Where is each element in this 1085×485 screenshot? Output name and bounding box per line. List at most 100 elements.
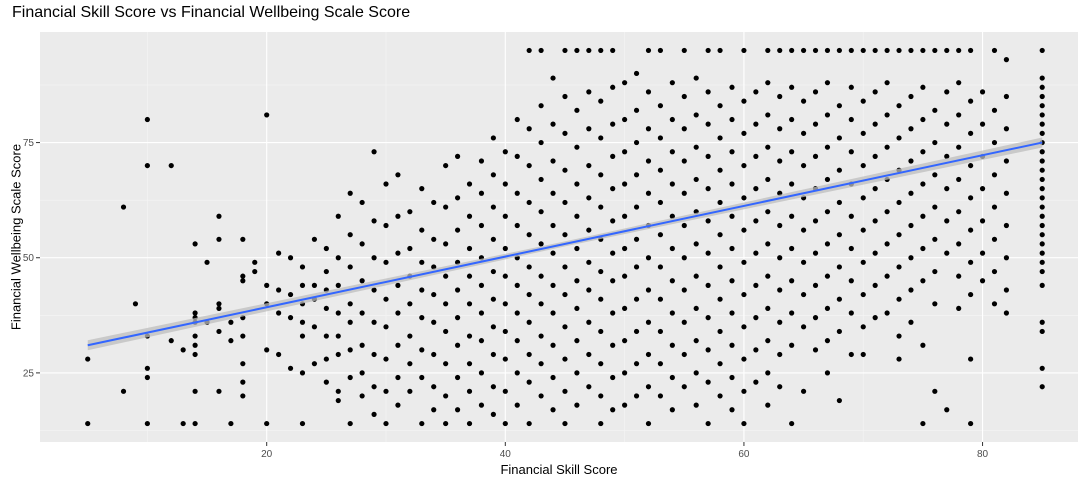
- y-tick-label: 75: [23, 138, 35, 149]
- data-point: [586, 259, 592, 265]
- data-point: [908, 93, 914, 100]
- data-point: [908, 255, 914, 261]
- data-point: [299, 264, 306, 270]
- data-point: [240, 393, 246, 399]
- data-point: [574, 305, 580, 312]
- data-point: [824, 273, 831, 279]
- data-point: [1003, 255, 1010, 261]
- data-point: [669, 80, 675, 86]
- data-point: [586, 126, 592, 132]
- data-point: [944, 186, 950, 192]
- data-point: [1039, 103, 1045, 109]
- data-point: [717, 232, 723, 238]
- data-point: [872, 282, 878, 288]
- data-point: [789, 342, 795, 348]
- data-point: [777, 351, 783, 358]
- data-point: [872, 186, 878, 192]
- data-point: [753, 186, 759, 192]
- y-tick-label: 50: [23, 253, 35, 264]
- data-point: [765, 80, 771, 86]
- data-point: [526, 232, 532, 238]
- data-point: [800, 324, 807, 330]
- data-point: [753, 347, 759, 353]
- data-point: [180, 420, 186, 427]
- data-point: [729, 213, 735, 219]
- data-point: [1039, 167, 1045, 173]
- data-point: [443, 241, 449, 247]
- data-point: [502, 181, 508, 187]
- data-point: [574, 402, 580, 408]
- data-point: [526, 162, 532, 169]
- data-point: [932, 47, 938, 54]
- data-point: [633, 393, 640, 399]
- data-point: [693, 176, 699, 183]
- data-point: [598, 361, 604, 367]
- data-point: [932, 388, 938, 394]
- data-point: [693, 112, 699, 118]
- data-point: [717, 296, 723, 302]
- data-point: [383, 324, 389, 330]
- data-point: [610, 310, 616, 316]
- data-point: [478, 402, 485, 408]
- data-point: [252, 259, 258, 265]
- data-point: [824, 80, 831, 86]
- data-point: [645, 158, 652, 164]
- data-point: [562, 199, 568, 206]
- data-point: [836, 103, 842, 109]
- data-point: [979, 186, 986, 192]
- data-point: [693, 305, 699, 312]
- data-point: [1039, 195, 1045, 201]
- data-point: [896, 135, 902, 141]
- data-point: [299, 333, 306, 339]
- data-point: [598, 47, 604, 54]
- data-point: [812, 282, 819, 288]
- data-point: [991, 139, 998, 146]
- data-point: [478, 282, 485, 288]
- data-point: [466, 245, 473, 252]
- data-point: [490, 236, 496, 242]
- data-point: [526, 420, 532, 427]
- data-point: [598, 420, 604, 427]
- data-point: [466, 420, 473, 427]
- data-point: [824, 209, 831, 215]
- data-point: [610, 121, 616, 127]
- data-point: [514, 222, 520, 229]
- data-point: [872, 153, 878, 159]
- data-point: [956, 305, 962, 312]
- data-point: [466, 181, 473, 187]
- data-point: [968, 356, 974, 362]
- data-point: [848, 116, 854, 123]
- data-point: [848, 278, 854, 284]
- data-point: [968, 195, 974, 201]
- data-point: [502, 328, 508, 335]
- data-point: [741, 130, 747, 136]
- data-point: [1039, 84, 1045, 90]
- data-point: [443, 361, 449, 367]
- data-point: [920, 181, 926, 187]
- data-point: [633, 139, 640, 146]
- data-point: [1039, 204, 1045, 210]
- data-point: [872, 250, 878, 256]
- data-point: [633, 361, 640, 367]
- data-point: [586, 227, 592, 233]
- data-point: [610, 407, 616, 413]
- data-point: [860, 195, 866, 201]
- data-point: [944, 250, 950, 256]
- data-point: [1039, 259, 1045, 265]
- data-point: [979, 89, 986, 95]
- data-point: [478, 338, 485, 344]
- data-point: [538, 103, 544, 109]
- data-point: [419, 227, 425, 233]
- data-point: [443, 162, 449, 169]
- data-point: [932, 139, 938, 146]
- data-point: [824, 144, 831, 150]
- data-point: [335, 310, 341, 316]
- data-point: [347, 232, 353, 238]
- data-point: [264, 112, 270, 118]
- data-point: [443, 204, 449, 210]
- data-point: [860, 291, 866, 298]
- data-point: [979, 218, 986, 224]
- data-point: [1039, 213, 1045, 219]
- data-point: [502, 356, 508, 362]
- data-point: [968, 259, 974, 265]
